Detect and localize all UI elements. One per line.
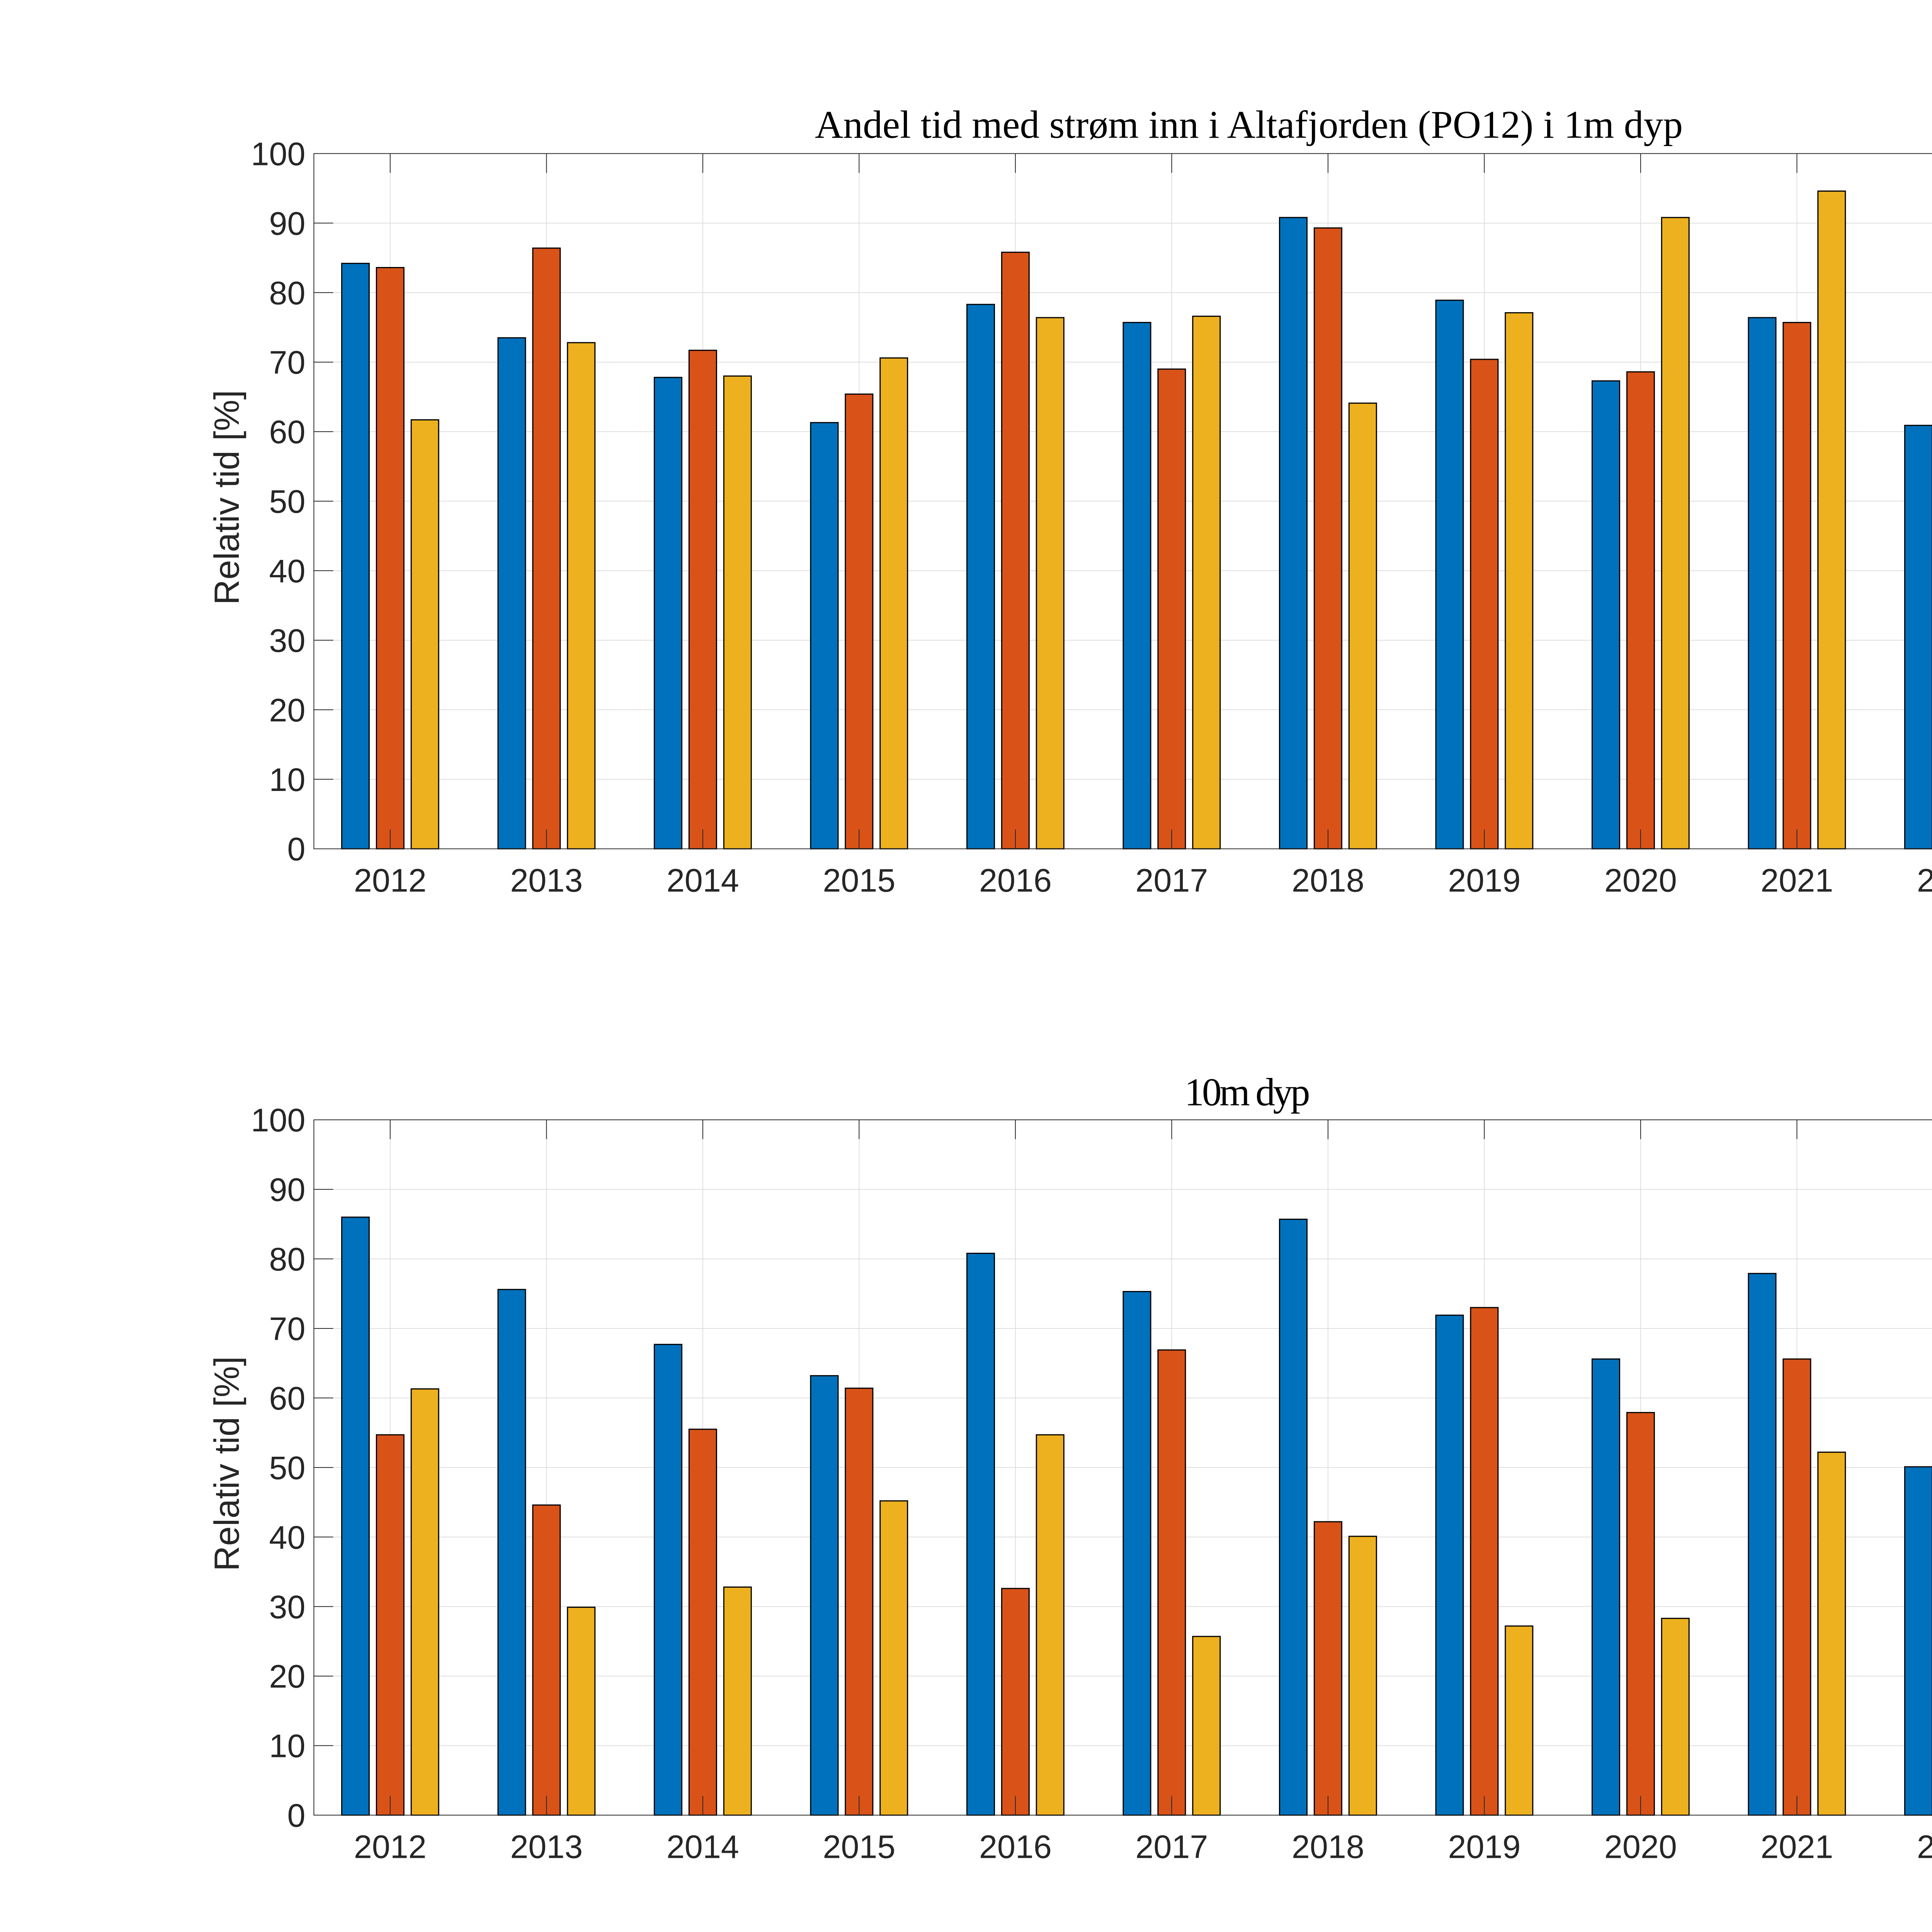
svg-text:2014: 2014 [667, 1829, 739, 1865]
svg-text:40: 40 [269, 553, 305, 589]
svg-text:60: 60 [269, 414, 305, 450]
svg-text:Relativ tid [%]: Relativ tid [%] [207, 1356, 247, 1571]
svg-text:2022: 2022 [1917, 862, 1932, 899]
svg-text:0: 0 [287, 831, 305, 867]
svg-text:2012: 2012 [354, 1829, 427, 1865]
svg-text:2020: 2020 [1604, 862, 1677, 899]
svg-text:2020: 2020 [1604, 1829, 1677, 1865]
svg-text:50: 50 [269, 483, 305, 520]
svg-text:70: 70 [269, 1311, 305, 1347]
svg-text:Relativ tid [%]: Relativ tid [%] [207, 390, 247, 605]
svg-text:50: 50 [269, 1450, 305, 1486]
svg-text:70: 70 [269, 344, 305, 381]
svg-text:10: 10 [269, 762, 305, 798]
svg-text:2018: 2018 [1292, 862, 1364, 899]
svg-text:30: 30 [269, 622, 305, 659]
svg-text:2019: 2019 [1448, 862, 1520, 899]
svg-text:40: 40 [269, 1519, 305, 1556]
svg-text:20: 20 [269, 1658, 305, 1695]
svg-text:2016: 2016 [979, 862, 1052, 899]
svg-text:2013: 2013 [510, 1829, 583, 1865]
svg-text:2017: 2017 [1135, 862, 1208, 899]
svg-text:2021: 2021 [1760, 862, 1833, 899]
svg-text:90: 90 [269, 1172, 305, 1208]
svg-text:10m dyp: 10m dyp [1185, 1070, 1310, 1114]
svg-text:2016: 2016 [979, 1829, 1052, 1865]
svg-text:2019: 2019 [1448, 1829, 1520, 1865]
svg-text:2018: 2018 [1292, 1829, 1364, 1865]
svg-text:0: 0 [287, 1798, 305, 1834]
svg-text:10: 10 [269, 1728, 305, 1764]
svg-text:Andel tid med strøm inn i Alta: Andel tid med strøm inn i Altafjorden (P… [815, 103, 1683, 146]
svg-text:2017: 2017 [1135, 1829, 1208, 1865]
svg-text:2013: 2013 [510, 862, 583, 899]
svg-text:60: 60 [269, 1380, 305, 1417]
svg-text:2012: 2012 [354, 862, 427, 899]
svg-text:2022: 2022 [1917, 1829, 1932, 1865]
svg-text:20: 20 [269, 692, 305, 728]
svg-text:80: 80 [269, 1241, 305, 1277]
svg-text:100: 100 [251, 1102, 305, 1138]
svg-text:90: 90 [269, 205, 305, 242]
svg-text:100: 100 [251, 136, 305, 172]
svg-text:2021: 2021 [1760, 1829, 1833, 1865]
svg-text:2014: 2014 [667, 862, 739, 899]
svg-text:2015: 2015 [823, 862, 895, 899]
svg-text:30: 30 [269, 1589, 305, 1625]
svg-text:2015: 2015 [823, 1829, 895, 1865]
svg-text:80: 80 [269, 275, 305, 311]
